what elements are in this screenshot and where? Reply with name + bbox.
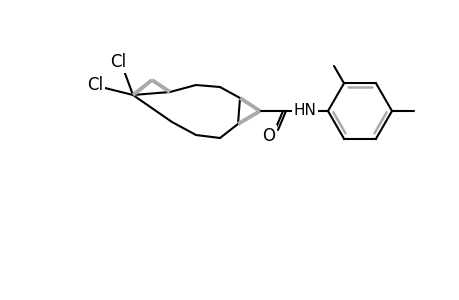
Text: HN: HN xyxy=(293,103,316,118)
Text: Cl: Cl xyxy=(87,76,103,94)
Text: O: O xyxy=(262,127,275,145)
Text: Cl: Cl xyxy=(110,53,126,71)
